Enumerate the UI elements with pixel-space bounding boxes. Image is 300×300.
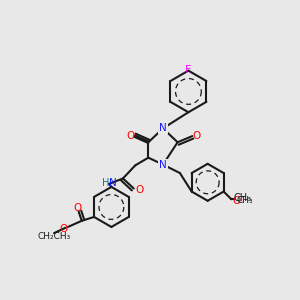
Text: N: N (159, 123, 167, 134)
Text: O: O (135, 185, 143, 195)
Text: O: O (192, 131, 200, 141)
Text: CH₂CH₃: CH₂CH₃ (38, 232, 70, 242)
Text: O: O (127, 131, 135, 141)
Text: CH₃: CH₃ (233, 194, 251, 203)
Text: N: N (109, 178, 117, 188)
Text: H: H (102, 178, 110, 188)
Text: O: O (232, 196, 241, 206)
Text: CH₃: CH₃ (237, 196, 253, 205)
Text: O: O (74, 203, 82, 214)
Text: F: F (185, 65, 192, 75)
Text: O: O (59, 224, 68, 233)
Text: N: N (159, 160, 167, 170)
